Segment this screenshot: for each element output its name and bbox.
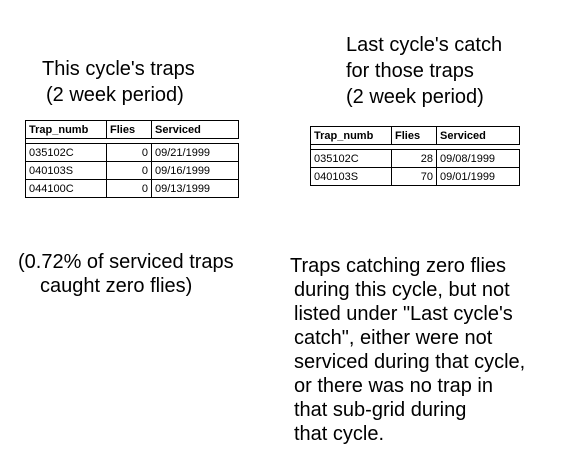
last-cycle-heading-line2: for those traps [346,60,474,82]
flies-cell: 0 [106,161,152,180]
column-header-serviced: Serviced [436,126,520,145]
serviced-cell: 09/21/1999 [151,143,239,162]
column-header-flies: Flies [391,126,437,145]
this-cycle-heading-line2: (2 week period) [46,84,184,106]
zero-flies-note-line1: (0.72% of serviced traps [18,251,234,273]
last-cycle-heading: Last cycle's catch for those traps (2 we… [346,32,502,110]
table-row: 035102C 28 09/08/1999 [310,149,520,168]
column-header-trap: Trap_numb [25,120,107,139]
explanation-line: that cycle. [294,423,385,445]
this-cycle-heading: This cycle's traps (2 week period) [42,56,195,108]
explanation-line: during this cycle, but not [294,279,510,301]
explanation-line: catch", either were not [294,327,493,349]
table-row: 035102C 0 09/21/1999 [25,143,239,162]
trap-cell: 040103S [310,167,392,186]
this-cycle-table: Trap_numb Flies Serviced 035102C 0 09/21… [25,120,239,198]
explanation-line: that sub-grid during [294,399,467,421]
this-cycle-heading-line1: This cycle's traps [42,58,195,80]
explanation-line: listed under "Last cycle's [294,303,513,325]
serviced-cell: 09/13/1999 [151,179,239,198]
table-header-row: Trap_numb Flies Serviced [25,120,239,139]
flies-cell: 70 [391,167,437,186]
table-row: 040103S 70 09/01/1999 [310,167,520,186]
column-header-trap: Trap_numb [310,126,392,145]
last-cycle-heading-line1: Last cycle's catch [346,34,503,56]
last-cycle-table: Trap_numb Flies Serviced 035102C 28 09/0… [310,126,520,186]
table-row: 044100C 0 09/13/1999 [25,179,239,198]
table-header-row: Trap_numb Flies Serviced [310,126,520,145]
explanation-line: Traps catching zero flies [290,255,507,277]
trap-cell: 044100C [25,179,107,198]
serviced-cell: 09/01/1999 [436,167,520,186]
table-row: 040103S 0 09/16/1999 [25,161,239,180]
flies-cell: 0 [106,143,152,162]
trap-cell: 035102C [310,149,392,168]
zero-flies-note-line2: caught zero flies) [40,275,193,297]
last-cycle-heading-line3: (2 week period) [346,86,484,108]
flies-cell: 28 [391,149,437,168]
trap-cell: 040103S [25,161,107,180]
serviced-cell: 09/16/1999 [151,161,239,180]
column-header-serviced: Serviced [151,120,239,139]
table-gap [25,138,239,144]
trap-cell: 035102C [25,143,107,162]
column-header-flies: Flies [106,120,152,139]
explanation-line: serviced during that cycle, [294,351,526,373]
serviced-cell: 09/08/1999 [436,149,520,168]
table-gap [310,144,520,150]
flies-cell: 0 [106,179,152,198]
explanation-note: Traps catching zero flies during this cy… [290,254,525,446]
zero-flies-note: (0.72% of serviced traps caught zero fli… [18,250,234,298]
explanation-line: or there was no trap in [294,375,493,397]
